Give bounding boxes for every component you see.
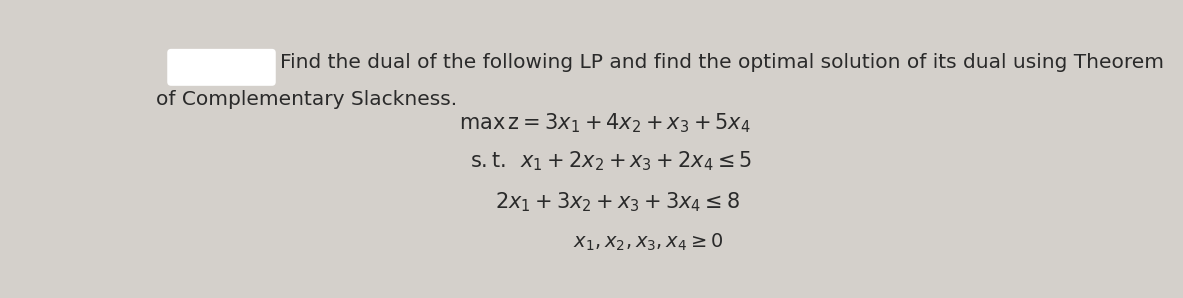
Text: $\mathsf{max\,z} = 3x_1 + 4x_2 + x_3 + 5x_4$: $\mathsf{max\,z} = 3x_1 + 4x_2 + x_3 + 5… bbox=[459, 111, 751, 135]
Text: of Complementary Slackness.: of Complementary Slackness. bbox=[156, 90, 457, 109]
Text: $\mathsf{s.t.}$: $\mathsf{s.t.}$ bbox=[470, 151, 505, 171]
FancyBboxPatch shape bbox=[167, 49, 276, 86]
Text: $x_1 + 2x_2 + x_3 + 2x_4 \leq 5$: $x_1 + 2x_2 + x_3 + 2x_4 \leq 5$ bbox=[519, 150, 752, 173]
Text: $x_1, x_2, x_3, x_4 \geq 0$: $x_1, x_2, x_3, x_4 \geq 0$ bbox=[573, 232, 723, 253]
Text: $2x_1 + 3x_2 + x_3 + 3x_4 \leq 8$: $2x_1 + 3x_2 + x_3 + 3x_4 \leq 8$ bbox=[494, 190, 741, 214]
Text: Find the dual of the following LP and find the optimal solution of its dual usin: Find the dual of the following LP and fi… bbox=[279, 53, 1164, 72]
